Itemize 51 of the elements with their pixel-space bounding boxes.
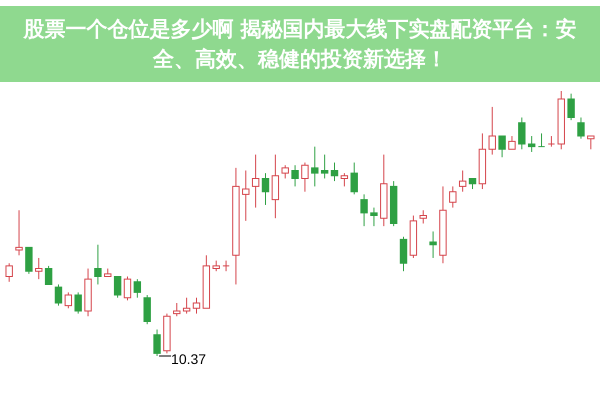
candlestick <box>173 302 180 317</box>
candlestick <box>35 257 42 280</box>
candlestick <box>420 210 427 224</box>
candlestick <box>153 329 161 356</box>
chart-title: 股票一个仓位是多少啊 揭秘国内最大线下实盘配资平台：安全、高效、稳健的投资新选择！ <box>0 6 600 82</box>
candlestick <box>192 297 200 314</box>
candlestick <box>488 106 496 156</box>
candlestick <box>311 146 318 187</box>
candlestick <box>429 230 437 258</box>
candlestick <box>222 260 230 272</box>
candlestick <box>242 170 250 222</box>
candlestick <box>5 262 13 282</box>
candlestick <box>567 93 575 121</box>
candlestick <box>252 154 260 208</box>
candlestick <box>548 136 556 148</box>
candlestick <box>44 265 52 285</box>
candlestick <box>508 136 516 150</box>
candlestick <box>518 117 526 150</box>
candlestick <box>124 276 132 301</box>
candlestick <box>54 284 62 306</box>
candlestick <box>458 170 466 192</box>
candlestick <box>74 292 82 314</box>
candlestick <box>143 294 151 325</box>
candlestick <box>301 162 309 192</box>
candlestick <box>528 136 536 152</box>
candlestick <box>468 178 476 190</box>
candlestick <box>538 132 546 148</box>
candlestick <box>291 164 299 187</box>
candlestick <box>15 210 23 256</box>
candlestick <box>25 246 33 274</box>
candlestick <box>94 244 102 285</box>
candlestick <box>320 154 328 179</box>
candlestick <box>360 194 368 227</box>
candlestick <box>64 292 72 309</box>
candlestick <box>400 236 408 272</box>
candlestick <box>340 172 348 187</box>
candlestick <box>282 164 289 179</box>
candlestick <box>577 117 585 140</box>
candlestick <box>182 297 190 314</box>
candlestick <box>114 276 122 298</box>
candlestick <box>449 186 457 208</box>
candlestick <box>587 136 595 150</box>
candlestick <box>134 278 142 298</box>
candlestick <box>212 260 220 272</box>
candlestick <box>262 172 270 206</box>
candlestick <box>350 162 358 195</box>
annotation: 10.37 <box>171 351 206 367</box>
candlestick <box>370 207 378 227</box>
candlestick <box>272 154 280 219</box>
candlestick <box>498 136 506 158</box>
candlestick <box>330 162 338 182</box>
